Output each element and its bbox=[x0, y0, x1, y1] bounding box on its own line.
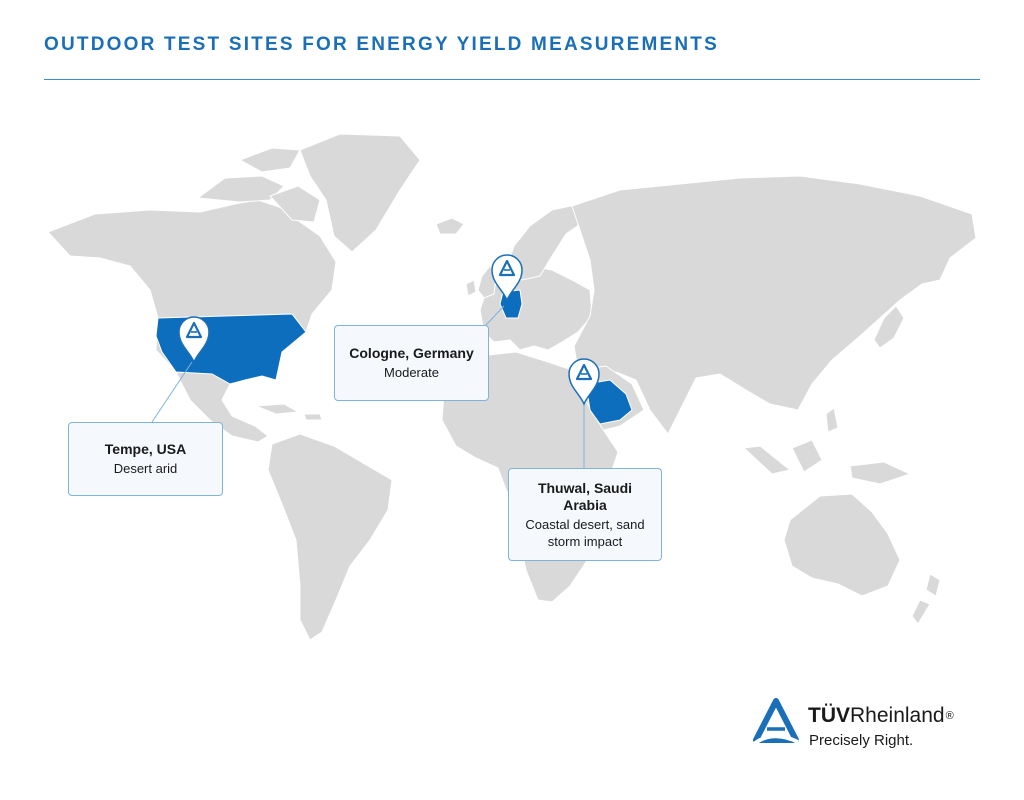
landmass-new-zealand bbox=[911, 599, 931, 625]
landmass-iceland bbox=[435, 217, 465, 235]
brand-bold: TÜV bbox=[808, 704, 850, 727]
connector-tempe bbox=[151, 361, 193, 423]
landmass-group bbox=[47, 133, 977, 641]
brand-tagline: Precisely Right. bbox=[809, 732, 914, 749]
site-card-tempe: Tempe, USA Desert arid bbox=[68, 422, 223, 496]
site-name: Tempe, USA bbox=[104, 441, 187, 457]
site-name: Thuwal, Saudi Arabia bbox=[537, 479, 633, 513]
landmass-hispaniola bbox=[303, 413, 323, 421]
brand-regular: Rheinland bbox=[850, 704, 945, 727]
landmass-new-zealand bbox=[925, 573, 941, 597]
site-description: Moderate bbox=[384, 365, 439, 380]
landmass-great-britain bbox=[477, 265, 497, 299]
landmass-borneo bbox=[791, 439, 823, 473]
registered-mark: ® bbox=[945, 710, 954, 722]
landmass-philippines bbox=[825, 407, 839, 433]
site-description: Coastal desert, sand storm impact bbox=[525, 516, 645, 549]
brand-name: TÜVRheinland® bbox=[808, 704, 954, 728]
site-description: Desert arid bbox=[113, 461, 178, 476]
landmass-japan bbox=[873, 305, 905, 349]
highlight-saudi-arabia bbox=[585, 379, 633, 425]
landmass-cuba bbox=[255, 403, 299, 415]
page-title: OUTDOOR TEST SITES FOR ENERGY YIELD MEAS… bbox=[44, 34, 719, 55]
landmass-south-america bbox=[267, 433, 393, 641]
tuv-triangle-logo-icon bbox=[752, 698, 799, 746]
connector-cologne bbox=[485, 305, 505, 326]
site-card-cologne: Cologne, Germany Moderate bbox=[334, 325, 489, 401]
landmass-new-guinea bbox=[849, 461, 911, 485]
landmass-baffin bbox=[269, 185, 321, 223]
landmass-arctic-islands bbox=[197, 175, 285, 203]
landmass-ireland bbox=[465, 279, 477, 297]
landmass-greenland bbox=[299, 133, 421, 253]
landmass-arctic-islands bbox=[239, 147, 301, 173]
tuv-rheinland-logo: TÜVRheinland® Precisely Right. bbox=[752, 694, 992, 760]
site-card-thuwal: Thuwal, Saudi Arabia Coastal desert, san… bbox=[508, 468, 662, 561]
title-divider bbox=[44, 79, 980, 80]
landmass-sumatra bbox=[743, 445, 791, 475]
site-name: Cologne, Germany bbox=[349, 345, 474, 361]
landmass-australia bbox=[783, 493, 901, 597]
